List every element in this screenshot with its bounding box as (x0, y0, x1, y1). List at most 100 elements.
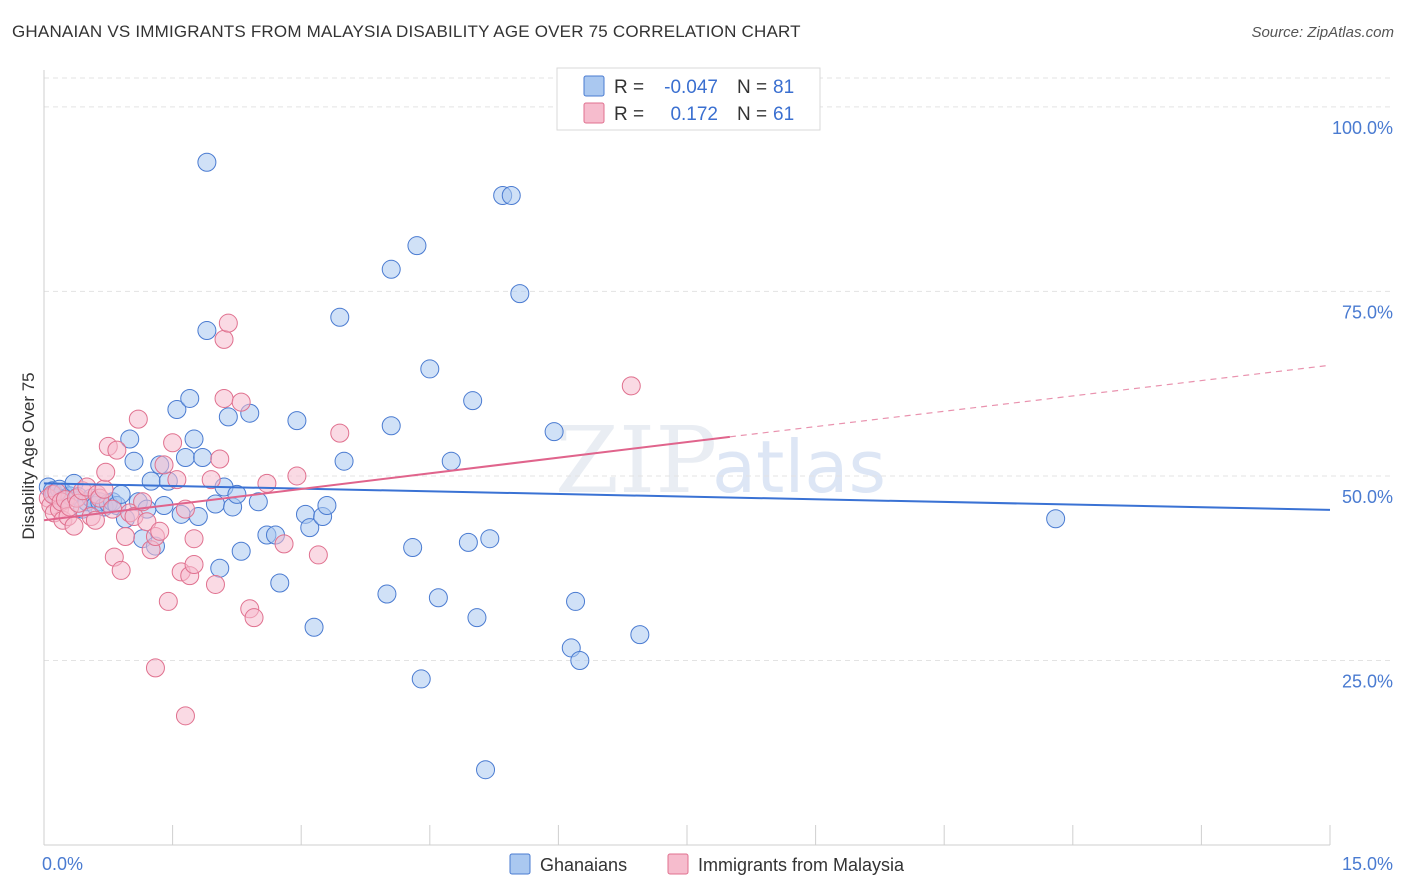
point-malaysia-21 (96, 462, 116, 482)
point-ghanaians-43 (218, 407, 238, 427)
point-ghanaians-33 (175, 448, 195, 467)
point-malaysia-30 (128, 409, 148, 429)
point-malaysia-26 (111, 560, 131, 580)
point-ghanaians-21 (120, 429, 140, 449)
point-malaysia-48 (205, 574, 225, 594)
point-malaysia-23 (103, 499, 123, 519)
point-ghanaians-63 (403, 538, 423, 558)
x-tick-label-1: 15.0% (1342, 854, 1393, 874)
y-axis-label: Disability Age Over 75 (19, 372, 38, 539)
point-malaysia-38 (158, 591, 178, 611)
point-ghanaians-39 (197, 152, 217, 172)
point-ghanaians-75 (501, 185, 521, 205)
point-malaysia-34 (145, 658, 165, 678)
point-ghanaians-26 (141, 471, 161, 491)
point-ghanaians-58 (330, 307, 350, 327)
point-ghanaians-71 (467, 608, 487, 628)
point-ghanaians-70 (463, 391, 483, 411)
point-ghanaians-69 (458, 532, 478, 552)
point-ghanaians-51 (270, 573, 290, 593)
source-credit: Source: ZipAtlas.com (1251, 24, 1394, 41)
point-malaysia-27 (115, 526, 135, 546)
point-ghanaians-41 (210, 558, 230, 578)
legend-n-value-2: 61 (773, 104, 794, 125)
point-ghanaians-68 (441, 451, 461, 471)
point-ghanaians-60 (377, 584, 397, 604)
point-ghanaians-31 (167, 400, 187, 420)
point-ghanaians-82 (1046, 509, 1066, 529)
axes (43, 70, 1331, 846)
point-ghanaians-45 (227, 484, 247, 504)
point-malaysia-43 (175, 706, 195, 726)
point-malaysia-25 (107, 440, 127, 460)
legend-r-label-1: R = (614, 77, 644, 98)
point-malaysia-20 (94, 479, 114, 499)
point-malaysia-50 (214, 388, 234, 408)
data-points (38, 152, 1066, 780)
legend-r-value-2: 0.172 (670, 104, 718, 125)
point-malaysia-56 (257, 473, 277, 493)
point-malaysia-51 (214, 329, 234, 349)
series-legend-malaysia: Immigrants from Malaysia (698, 855, 905, 875)
gridlines (44, 77, 1392, 661)
point-ghanaians-55 (304, 617, 324, 637)
point-ghanaians-80 (570, 650, 590, 670)
legend-r-label-2: R = (614, 104, 644, 125)
point-ghanaians-46 (231, 541, 251, 561)
point-ghanaians-34 (180, 388, 200, 408)
y-tick-label-2: 75.0% (1342, 302, 1393, 322)
point-ghanaians-35 (184, 429, 204, 449)
trend-lines (43, 364, 1331, 522)
point-ghanaians-66 (420, 359, 440, 379)
point-malaysia-40 (167, 470, 187, 490)
watermark-zip: ZIP (555, 407, 717, 514)
point-ghanaians-38 (197, 321, 217, 341)
point-malaysia-52 (218, 313, 238, 333)
point-ghanaians-76 (510, 284, 530, 304)
point-malaysia-46 (184, 529, 204, 549)
point-ghanaians-73 (480, 529, 500, 549)
point-malaysia-45 (184, 555, 204, 575)
point-malaysia-31 (133, 492, 153, 512)
point-malaysia-39 (163, 433, 183, 453)
point-ghanaians-72 (476, 760, 496, 780)
point-ghanaians-59 (334, 451, 354, 471)
point-malaysia-57 (274, 534, 294, 554)
legend-n-label-1: N = (737, 77, 767, 98)
point-ghanaians-62 (381, 259, 401, 279)
chart-title: GHANAIAN VS IMMIGRANTS FROM MALAYSIA DIS… (12, 22, 801, 41)
point-malaysia-61 (621, 376, 641, 396)
point-ghanaians-67 (428, 588, 448, 608)
series-legend-swatch-ghanaians (509, 853, 531, 875)
x-tick-label-0: 0.0% (42, 854, 83, 874)
point-ghanaians-37 (193, 448, 213, 467)
series-legend-ghanaians: Ghanaians (540, 855, 627, 875)
trend-line-extension-malaysia (729, 364, 1331, 438)
series-legend: Ghanaians Immigrants from Malaysia (509, 853, 905, 875)
point-ghanaians-61 (381, 416, 401, 436)
watermark-atlas: atlas (712, 425, 886, 509)
point-malaysia-42 (175, 499, 195, 519)
point-ghanaians-77 (544, 422, 564, 442)
tick-labels: 25.0% 50.0% 75.0% 100.0% 0.0% 15.0% (42, 118, 1393, 874)
legend-n-label-2: N = (737, 104, 767, 125)
legend-n-value-1: 81 (773, 77, 794, 98)
point-ghanaians-48 (248, 492, 268, 512)
point-malaysia-58 (287, 466, 307, 486)
point-malaysia-17 (85, 510, 105, 530)
y-tick-label-1: 50.0% (1342, 487, 1393, 507)
point-ghanaians-79 (566, 591, 586, 611)
point-ghanaians-54 (300, 518, 320, 538)
point-ghanaians-22 (124, 451, 144, 471)
legend-swatch-ghanaians (583, 75, 605, 97)
point-malaysia-53 (231, 392, 251, 412)
point-ghanaians-81 (630, 625, 650, 645)
stats-legend: R = -0.047 N = 81 R = 0.172 N = 61 (556, 67, 821, 131)
point-ghanaians-64 (407, 236, 427, 256)
y-tick-label-3: 100.0% (1332, 118, 1393, 138)
point-ghanaians-52 (287, 411, 307, 431)
point-malaysia-55 (244, 608, 264, 628)
trend-line-malaysia (43, 435, 730, 522)
point-malaysia-59 (308, 545, 328, 565)
